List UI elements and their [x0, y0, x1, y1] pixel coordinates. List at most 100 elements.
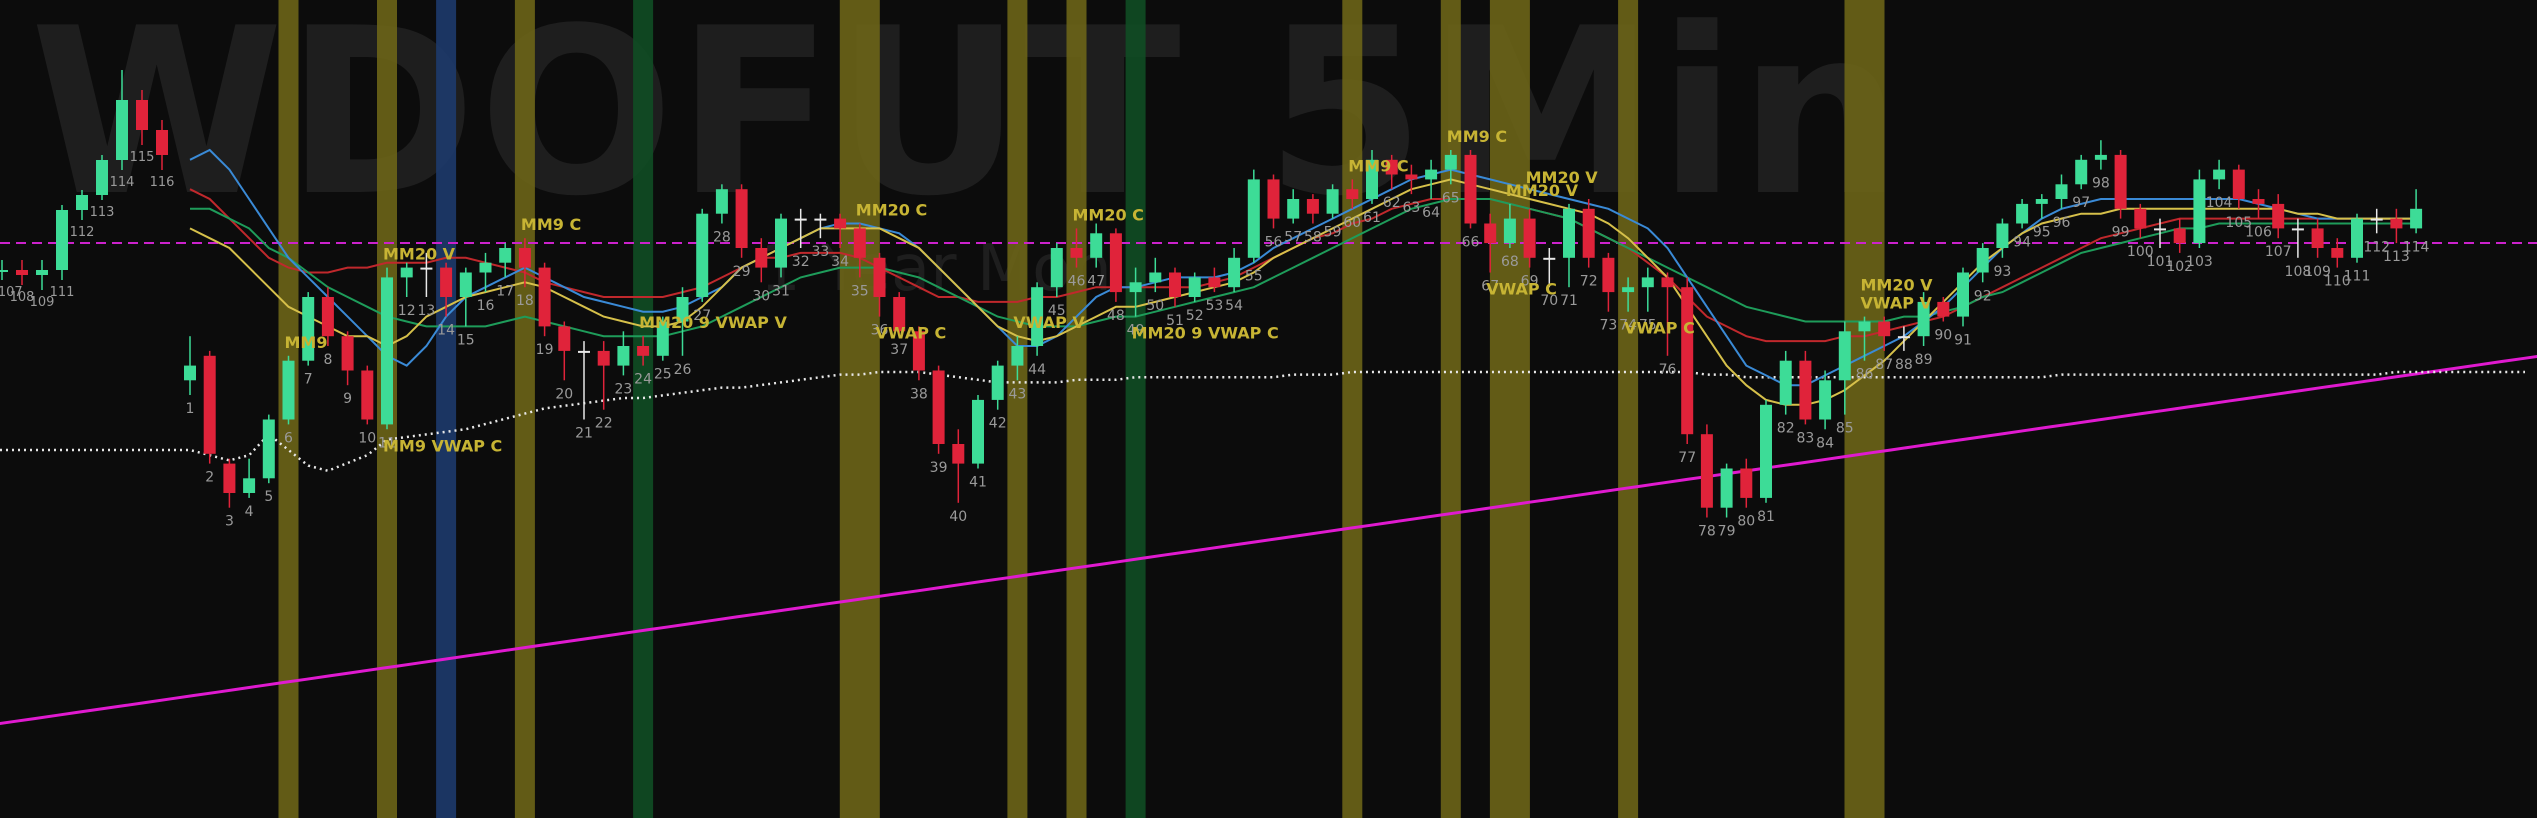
- signal-label: MM9 C: [1447, 127, 1507, 146]
- candle-body: [1070, 248, 1083, 258]
- candle-body: [1957, 272, 1969, 317]
- bar-number-label: 19: [536, 342, 554, 358]
- bar-number-label: 66: [1462, 234, 1480, 250]
- candle-body: [656, 321, 669, 356]
- signal-label: MM9: [285, 333, 328, 352]
- candle-body: [381, 277, 393, 425]
- bar-number-label: 101: [2147, 254, 2174, 270]
- bar-number-label: 108: [2285, 264, 2312, 280]
- candle-body: [952, 444, 965, 464]
- candle-body: [262, 419, 275, 479]
- candle-body: [1543, 257, 1556, 260]
- candle-body: [1247, 179, 1260, 258]
- bar-number-label: 68: [1501, 254, 1519, 270]
- candle-body: [1799, 360, 1812, 420]
- bar-number-label: 45: [1048, 303, 1066, 319]
- candle-body: [1326, 189, 1339, 214]
- candle-body: [1208, 277, 1221, 288]
- candle-body: [1405, 174, 1418, 180]
- lead-candle-body: [16, 270, 28, 275]
- bar-number-label: 114: [2403, 239, 2430, 255]
- bar-number-label: 62: [1383, 195, 1401, 211]
- signal-label: MM20 V: [1526, 168, 1599, 187]
- bar-number-label: 106: [2245, 225, 2272, 241]
- candle-body: [341, 336, 354, 371]
- candle-body: [2410, 208, 2423, 229]
- bar-number-label: 34: [831, 254, 849, 270]
- bar-number-label: 60: [1343, 215, 1361, 231]
- candle-body: [184, 365, 196, 381]
- lead-bar-label: 113: [90, 205, 115, 220]
- candle-body: [2114, 154, 2127, 209]
- bar-number-label: 7: [304, 372, 313, 388]
- candle-body: [1346, 189, 1359, 199]
- signal-label: MM20 9 VWAP V: [639, 313, 787, 332]
- signal-bands: [278, 0, 1885, 818]
- candle-body: [794, 218, 807, 221]
- bar-number-label: 17: [496, 283, 514, 299]
- candle-body: [578, 350, 590, 353]
- bar-number-label: 37: [890, 342, 908, 358]
- bar-number-label: 57: [1284, 230, 1302, 246]
- bar-number-label: 98: [2092, 176, 2110, 192]
- candle-body: [223, 463, 236, 493]
- lead-bar-label: 109: [30, 295, 55, 310]
- symbol-watermark: WDOFUT 5Min: [30, 0, 1905, 247]
- candle-body: [1366, 159, 1378, 199]
- candle-body: [1149, 272, 1162, 283]
- bar-number-label: 84: [1816, 435, 1834, 451]
- candle-body: [400, 267, 413, 278]
- bar-number-label: 51: [1166, 313, 1184, 329]
- bar-number-label: 22: [595, 416, 613, 432]
- bar-number-label: 44: [1028, 362, 1046, 378]
- candle-body: [1444, 154, 1457, 170]
- lead-candle-body: [96, 160, 108, 195]
- candle-body: [1563, 208, 1575, 258]
- candle-body: [243, 478, 256, 493]
- candle-body: [2390, 218, 2403, 229]
- bar-number-label: 41: [969, 475, 987, 491]
- candle-body: [991, 365, 1004, 400]
- bar-number-label: 28: [713, 230, 731, 246]
- candle-body: [1287, 199, 1300, 219]
- long-moving-average: [0, 354, 2537, 726]
- bar-number-label: 102: [2166, 259, 2193, 275]
- bar-number-label: 46: [1068, 274, 1086, 290]
- candle-body: [2016, 203, 2029, 224]
- candles: [0, 70, 2423, 518]
- signal-label: MM20 V: [1861, 276, 1934, 295]
- signal-band: [1618, 0, 1639, 818]
- bar-number-label: 23: [614, 381, 632, 397]
- long-ma-line: [0, 354, 2537, 726]
- candle-body: [1188, 277, 1201, 297]
- candle-body: [2351, 218, 2363, 258]
- bar-number-label: 83: [1796, 430, 1814, 446]
- signal-band: [1844, 0, 1885, 818]
- bar-number-label: 5: [264, 489, 273, 505]
- signal-band: [1440, 0, 1461, 818]
- bar-number-label: 49: [1127, 323, 1145, 339]
- bar-number-label: 25: [654, 367, 672, 383]
- candle-body: [2252, 199, 2265, 204]
- bar-number-label: 112: [2363, 239, 2390, 255]
- candle-body: [420, 267, 433, 270]
- signal-band: [1489, 0, 1530, 818]
- candle-body: [2291, 228, 2304, 231]
- bar-number-label: 72: [1580, 274, 1598, 290]
- bar-number-label: 65: [1442, 190, 1460, 206]
- lead-bar-label: 116: [150, 175, 175, 190]
- candle-body: [1681, 287, 1694, 435]
- bar-number-label: 80: [1737, 514, 1755, 530]
- candle-body: [775, 218, 787, 268]
- bar-number-label: 39: [930, 460, 948, 476]
- candle-body: [676, 297, 689, 322]
- mm20-line: [189, 178, 2417, 406]
- bar-number-label: 2: [205, 470, 214, 486]
- candle-body: [459, 272, 472, 297]
- bar-number-label: 104: [2206, 195, 2233, 211]
- candle-body: [1858, 321, 1871, 332]
- bar-number-label: 69: [1521, 274, 1539, 290]
- bar-number-label: 52: [1186, 308, 1204, 324]
